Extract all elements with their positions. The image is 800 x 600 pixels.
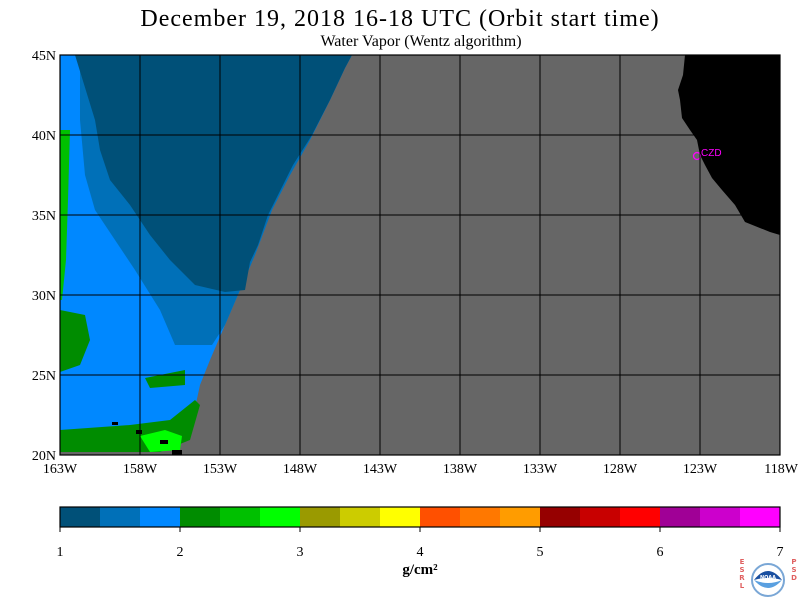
lat-tick-label: 35N: [32, 209, 56, 224]
island-oahu: [136, 430, 142, 434]
longitude-labels: 163W 158W 153W 148W 143W 138W 133W 128W 123W 118W: [43, 462, 799, 477]
island-maui: [160, 440, 168, 444]
lon-tick-label: 133W: [523, 462, 558, 477]
station-label: CZD: [701, 148, 722, 159]
colorbar-swatch: [300, 507, 340, 527]
colorbar: [59, 506, 781, 528]
lon-tick-label: 128W: [603, 462, 638, 477]
lon-tick-label: 143W: [363, 462, 398, 477]
island-hawaii: [172, 450, 182, 455]
colorbar-swatch: [460, 507, 500, 527]
colorbar-swatch: [340, 507, 380, 527]
colorbar-swatch: [140, 507, 180, 527]
swath-moist-patch-west: [60, 310, 90, 372]
lon-tick-label: 163W: [43, 462, 78, 477]
colorbar-swatch: [100, 507, 140, 527]
colorbar-swatch: [620, 507, 660, 527]
lat-tick-label: 45N: [32, 49, 56, 64]
lat-tick-label: 30N: [32, 289, 56, 304]
land-north-america: [678, 55, 780, 235]
lon-tick-label: 138W: [443, 462, 478, 477]
colorbar-swatch: [220, 507, 260, 527]
colorbar-swatch: [500, 507, 540, 527]
colorbar-swatch: [580, 507, 620, 527]
lon-tick-label: 118W: [764, 462, 798, 477]
colorbar-swatch: [660, 507, 700, 527]
island-kauai: [112, 422, 118, 425]
colorbar-swatch: [260, 507, 300, 527]
colorbar-tick-label: 6: [657, 545, 664, 560]
lon-tick-label: 153W: [203, 462, 238, 477]
colorbar-swatch: [700, 507, 740, 527]
colorbar-units: g/cm²: [402, 562, 438, 578]
colorbar-swatch: [60, 507, 100, 527]
colorbar-tick-label: 1: [57, 545, 64, 560]
logo-center-text: NOAA: [760, 575, 776, 581]
colorbar-swatch: [180, 507, 220, 527]
lat-tick-label: 40N: [32, 129, 56, 144]
lon-tick-label: 158W: [123, 462, 158, 477]
map-title: December 19, 2018 16-18 UTC (Orbit start…: [140, 6, 660, 32]
swath-band-1-dark: [75, 55, 352, 292]
colorbar-tick-label: 7: [777, 545, 784, 560]
latitude-labels: 45N 40N 35N 30N 25N 20N: [32, 49, 56, 464]
colorbar-tick-label: 3: [297, 545, 304, 560]
map-plot-area: [60, 55, 780, 455]
colorbar-tick-labels: 1 2 3 4 5 6 7: [57, 527, 784, 560]
lat-tick-label: 25N: [32, 369, 56, 384]
colorbar-swatch: [540, 507, 580, 527]
colorbar-tick-label: 5: [537, 545, 544, 560]
lon-tick-label: 148W: [283, 462, 318, 477]
colorbar-tick-label: 2: [177, 545, 184, 560]
lat-tick-label: 20N: [32, 449, 56, 464]
map-subtitle: Water Vapor (Wentz algorithm): [320, 33, 522, 50]
colorbar-swatch: [380, 507, 420, 527]
colorbar-swatch: [740, 507, 780, 527]
colorbar-tick-label: 4: [417, 545, 424, 560]
map-frame: [59, 54, 781, 456]
lon-tick-label: 123W: [683, 462, 718, 477]
colorbar-swatch: [420, 507, 460, 527]
